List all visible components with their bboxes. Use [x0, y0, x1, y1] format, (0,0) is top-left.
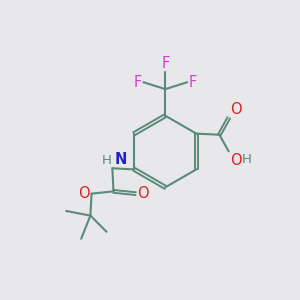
Text: O: O — [137, 186, 149, 201]
Text: H: H — [242, 152, 251, 166]
Text: O: O — [78, 186, 90, 201]
Text: O: O — [230, 152, 242, 167]
Text: N: N — [115, 152, 127, 167]
Text: F: F — [133, 75, 142, 90]
Text: H: H — [101, 154, 111, 167]
Text: O: O — [230, 102, 242, 117]
Text: F: F — [161, 56, 170, 70]
Text: F: F — [189, 75, 197, 90]
